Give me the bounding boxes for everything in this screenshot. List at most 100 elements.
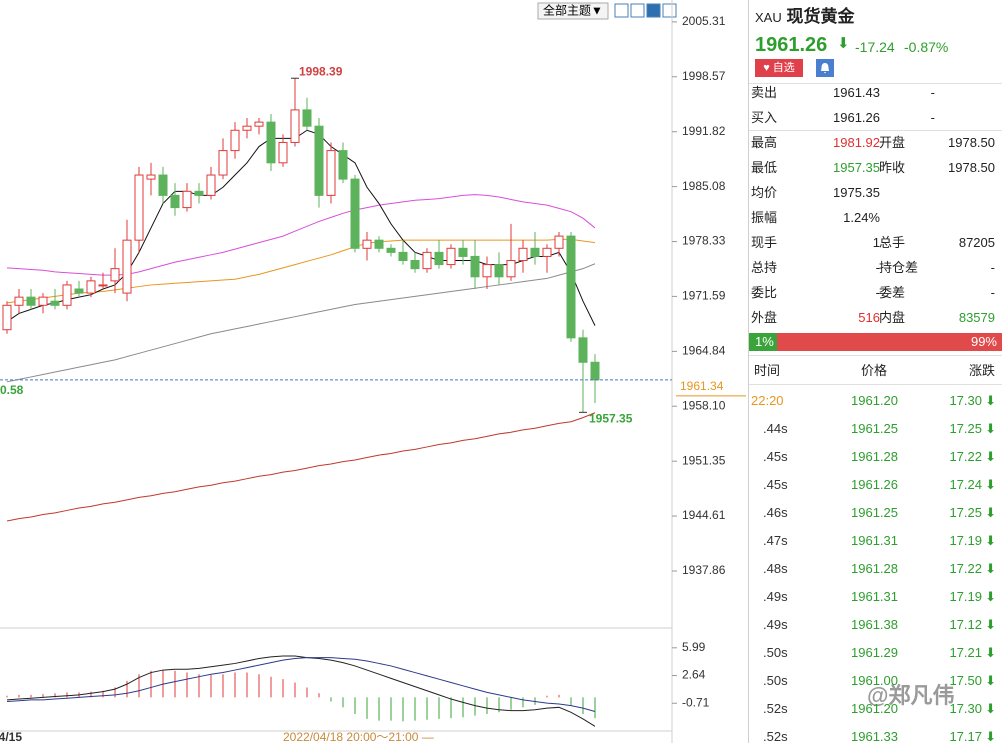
separator bbox=[749, 384, 1002, 385]
quote-label: 委比 bbox=[751, 285, 778, 300]
trade-time: .49s bbox=[763, 589, 788, 604]
col-header: 涨跌 bbox=[969, 363, 996, 378]
candle-body bbox=[206, 174, 216, 196]
candle-body bbox=[26, 296, 36, 306]
trade-change: 17.30 bbox=[949, 701, 982, 716]
alert-button[interactable] bbox=[816, 59, 834, 77]
quote-label: 内盘 bbox=[879, 310, 906, 325]
icon-zoom[interactable] bbox=[630, 3, 645, 18]
watch-label: 自选 bbox=[772, 62, 795, 74]
candle-body bbox=[518, 247, 528, 262]
quote-label: 开盘 bbox=[879, 135, 906, 150]
down-arrow-icon: ⬇ bbox=[985, 729, 996, 744]
trade-time: .47s bbox=[763, 533, 788, 548]
quote-label: 昨收 bbox=[879, 160, 906, 175]
trade-price: 1961.38 bbox=[851, 617, 898, 632]
trade-change: 17.17 bbox=[949, 729, 982, 744]
x-label: 04/15 bbox=[0, 730, 22, 743]
theme-button[interactable]: 全部主题▼ bbox=[543, 3, 603, 18]
candle-body bbox=[266, 121, 276, 164]
quote-label: 现手 bbox=[751, 235, 778, 250]
quote-label: 买入 bbox=[751, 110, 778, 125]
quote-label: 最低 bbox=[751, 160, 778, 175]
candle-body bbox=[386, 247, 396, 253]
separator bbox=[749, 83, 1002, 84]
candle-body bbox=[86, 280, 96, 294]
candle-body bbox=[374, 239, 384, 249]
trade-time: .50s bbox=[763, 673, 788, 688]
y-tick-label: 1951.35 bbox=[682, 453, 726, 467]
candle-body bbox=[422, 251, 432, 270]
candle-body bbox=[446, 247, 456, 266]
candle-body bbox=[302, 109, 312, 127]
candle-body bbox=[578, 337, 588, 363]
quote-label: 总持 bbox=[751, 260, 778, 275]
trade-change: 17.50 bbox=[949, 673, 982, 688]
trade-price: 1961.29 bbox=[851, 645, 898, 660]
quote-panel: XAU 现货黄金 1961.26 ⬇ -17.24 -0.87% ♥ 自选 1%… bbox=[748, 0, 1002, 744]
quote-value: - bbox=[930, 85, 935, 100]
quote-value: 1978.50 bbox=[948, 160, 995, 175]
watch-button[interactable]: ♥ 自选 bbox=[755, 59, 803, 77]
candle-body bbox=[122, 239, 132, 294]
candle-body bbox=[590, 361, 600, 381]
candle-body bbox=[482, 264, 492, 278]
down-arrow-icon: ⬇ bbox=[985, 673, 996, 688]
icon-crosshair[interactable] bbox=[614, 3, 629, 18]
down-arrow-icon: ⬇ bbox=[985, 561, 996, 576]
quote-value: 1.24% bbox=[843, 210, 880, 225]
candle-body bbox=[458, 247, 468, 257]
quote-value: 1978.50 bbox=[948, 135, 995, 150]
trade-change: 17.19 bbox=[949, 589, 982, 604]
candle-body bbox=[74, 288, 84, 294]
quote-label: 卖出 bbox=[751, 85, 778, 100]
down-arrow-icon: ⬇ bbox=[985, 421, 996, 436]
y-tick-label: 1944.61 bbox=[682, 508, 726, 522]
candle-body bbox=[350, 178, 360, 249]
indicator-line bbox=[6, 657, 596, 712]
y-tick-label: 1991.82 bbox=[682, 124, 726, 138]
down-arrow-icon: ⬇ bbox=[985, 505, 996, 520]
quote-label: 总手 bbox=[879, 235, 906, 250]
y-tick-label: 1998.57 bbox=[682, 69, 726, 83]
quote-label: 委差 bbox=[879, 285, 906, 300]
candle-body bbox=[134, 174, 144, 241]
trade-time: .52s bbox=[763, 729, 788, 744]
trade-price: 1961.20 bbox=[851, 393, 898, 408]
down-arrow-icon: ⬇ bbox=[985, 645, 996, 660]
down-arrow-icon: ⬇ bbox=[985, 589, 996, 604]
candle-body bbox=[530, 247, 540, 257]
down-arrow-icon: ⬇ bbox=[837, 35, 850, 52]
left-label: 0.58 bbox=[0, 383, 24, 397]
trade-time: .52s bbox=[763, 701, 788, 716]
watermark: @郑凡伟 bbox=[867, 683, 955, 708]
candle-body bbox=[470, 255, 480, 278]
quote-label: 最高 bbox=[751, 135, 778, 150]
quote-value: 1961.26 bbox=[833, 110, 880, 125]
trade-price: 1961.00 bbox=[851, 673, 898, 688]
candle-body bbox=[362, 239, 372, 249]
y-tick-label: 1978.33 bbox=[682, 234, 726, 248]
trade-time: .44s bbox=[763, 421, 788, 436]
quote-value: 516 bbox=[858, 310, 880, 325]
theme-button-box[interactable] bbox=[537, 2, 609, 20]
indicator-line bbox=[6, 263, 596, 383]
down-arrow-icon: ⬇ bbox=[985, 617, 996, 632]
trade-price: 1961.25 bbox=[851, 505, 898, 520]
candle-body bbox=[170, 194, 180, 209]
last-price-label: 1961.34 bbox=[680, 379, 724, 393]
icon-left[interactable] bbox=[646, 3, 661, 18]
y-tick-label: 1937.86 bbox=[682, 563, 726, 577]
icon-right[interactable] bbox=[662, 3, 677, 18]
trade-change: 17.30 bbox=[949, 393, 982, 408]
instrument-name: 现货黄金 bbox=[786, 7, 855, 26]
y-tick-label: 1958.10 bbox=[682, 398, 726, 412]
candle-body bbox=[194, 190, 204, 196]
toolbar-icons[interactable] bbox=[614, 3, 677, 18]
indicator-line bbox=[6, 129, 596, 326]
candle-body bbox=[398, 251, 408, 262]
candle-body bbox=[14, 296, 24, 306]
y-tick-label: 5.99 bbox=[682, 640, 706, 654]
y-tick-label: 2.64 bbox=[682, 668, 706, 682]
